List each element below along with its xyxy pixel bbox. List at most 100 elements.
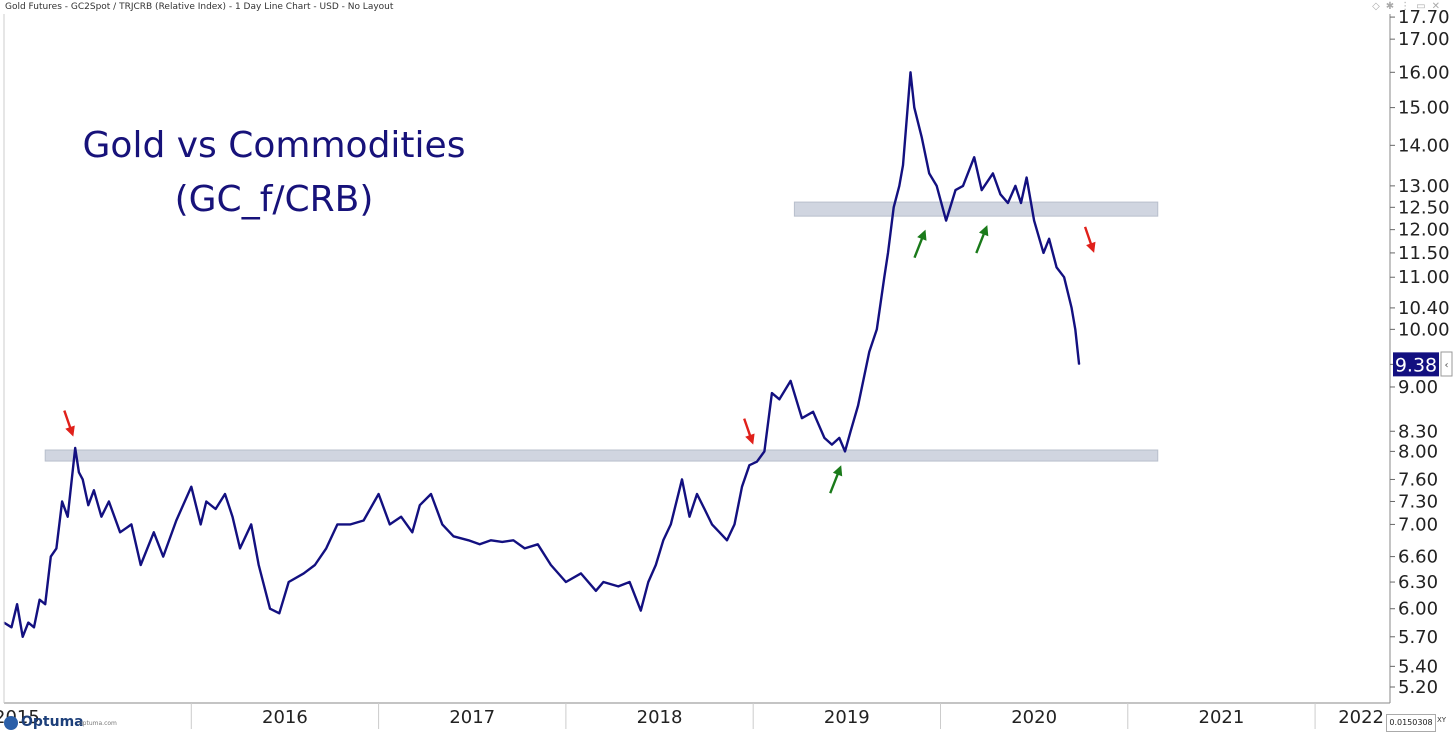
y-tick-label: 8.30 <box>1398 421 1438 442</box>
data-point <box>190 486 192 488</box>
data-point <box>27 621 29 624</box>
x-tick-label: 2020 <box>1011 707 1057 728</box>
close-icon[interactable]: ✕ <box>1431 1 1446 12</box>
data-point <box>205 500 207 503</box>
data-point <box>389 523 391 526</box>
data-point <box>954 189 957 191</box>
data-point <box>595 590 597 592</box>
data-point <box>38 599 41 601</box>
x-tick-label: 2016 <box>262 707 308 728</box>
y-tick-label: 8.00 <box>1398 441 1438 462</box>
data-point <box>771 392 773 394</box>
data-point <box>400 516 402 518</box>
collapse-button[interactable] <box>1440 351 1453 377</box>
y-tick-label: 5.70 <box>1398 627 1438 648</box>
data-point <box>670 523 672 526</box>
data-point <box>801 417 803 419</box>
last-value-label: 9.38 <box>1395 354 1437 376</box>
data-point <box>411 531 413 533</box>
data-point <box>200 523 202 526</box>
xy-toggle[interactable]: XY <box>1437 716 1447 724</box>
y-tick-label: 7.30 <box>1398 491 1438 512</box>
red-arrow-icon <box>743 418 755 445</box>
x-axis[interactable]: 20152016201720182019202020212022 <box>0 703 1384 729</box>
data-point <box>1033 220 1035 222</box>
data-point <box>87 504 89 506</box>
data-point <box>215 508 217 510</box>
data-point <box>962 185 964 187</box>
data-point <box>1070 307 1073 309</box>
data-point <box>647 581 649 583</box>
scale-readout[interactable]: 0.0150308 <box>1386 714 1436 732</box>
chevron-left-icon[interactable]: ‹ <box>1445 360 1449 371</box>
data-point <box>936 185 938 187</box>
data-point <box>1042 252 1045 254</box>
zones-layer <box>44 201 1159 462</box>
data-point <box>756 461 758 463</box>
data-point <box>844 450 846 452</box>
data-point <box>82 478 84 481</box>
x-tick-label: 2021 <box>1199 707 1245 728</box>
data-point <box>887 252 889 254</box>
y-tick-label: 15.00 <box>1398 98 1450 119</box>
data-point <box>430 493 432 495</box>
data-point <box>763 450 766 452</box>
data-point <box>778 398 781 400</box>
data-point <box>479 543 481 545</box>
horizontal-zone-2 <box>793 201 1159 217</box>
data-point <box>93 489 95 491</box>
data-point <box>617 585 619 588</box>
more-icon[interactable]: ⋮ <box>1400 1 1417 12</box>
data-point <box>718 531 721 533</box>
data-point <box>696 493 698 495</box>
data-point <box>883 276 885 278</box>
y-tick-label: 9.00 <box>1398 377 1438 398</box>
data-point <box>876 328 878 330</box>
data-point <box>662 539 664 541</box>
data-point <box>239 547 241 549</box>
data-point <box>74 447 76 449</box>
data-point <box>1014 185 1017 187</box>
data-point <box>278 612 280 614</box>
y-tick-label: 6.60 <box>1398 547 1438 568</box>
data-point <box>78 471 80 473</box>
title-bar: Gold Futures - GC2Spot / TRJCRB (Relativ… <box>0 0 1456 17</box>
data-point <box>490 539 492 541</box>
data-point <box>913 107 915 109</box>
data-point <box>902 164 904 166</box>
data-point <box>981 189 983 191</box>
y-tick-label: 11.00 <box>1398 267 1450 288</box>
data-point <box>838 437 840 439</box>
data-point <box>349 523 352 526</box>
data-point <box>748 464 751 466</box>
arrows-layer <box>63 225 1096 494</box>
y-tick-label: 5.20 <box>1398 677 1438 698</box>
data-point <box>224 493 226 495</box>
y-tick-label: 17.70 <box>1398 7 1450 28</box>
x-tick-label: 2022 <box>1338 707 1384 728</box>
series-line-1 <box>3 71 1081 638</box>
data-point <box>140 564 142 566</box>
data-point <box>1074 328 1076 330</box>
data-point <box>258 564 260 566</box>
diamond-icon[interactable]: ◇ <box>1372 1 1386 12</box>
data-point <box>733 523 736 526</box>
y-axis[interactable]: 5.205.40 5.70 6.00 6.30 6.60 7.007.307.60 8.00… <box>1390 7 1450 698</box>
data-point <box>602 581 604 583</box>
data-point <box>44 603 46 605</box>
pin-icon[interactable]: ✱ <box>1385 1 1401 12</box>
y-tick-label: 12.00 <box>1398 220 1450 241</box>
window-controls[interactable]: ◇✱⋮▭✕ <box>1372 1 1446 12</box>
annotation-title-line1: Gold vs Commodities <box>83 125 466 166</box>
window-icon[interactable]: ▭ <box>1416 1 1432 12</box>
data-point <box>703 508 706 510</box>
data-point <box>640 609 642 612</box>
x-tick-label: 2019 <box>824 707 870 728</box>
data-point <box>1020 202 1022 204</box>
green-arrow-icon <box>975 225 989 254</box>
y-tick-label: 10.40 <box>1398 298 1450 319</box>
data-point <box>130 523 132 526</box>
y-tick-label: 13.00 <box>1398 176 1450 197</box>
data-point <box>928 172 930 174</box>
